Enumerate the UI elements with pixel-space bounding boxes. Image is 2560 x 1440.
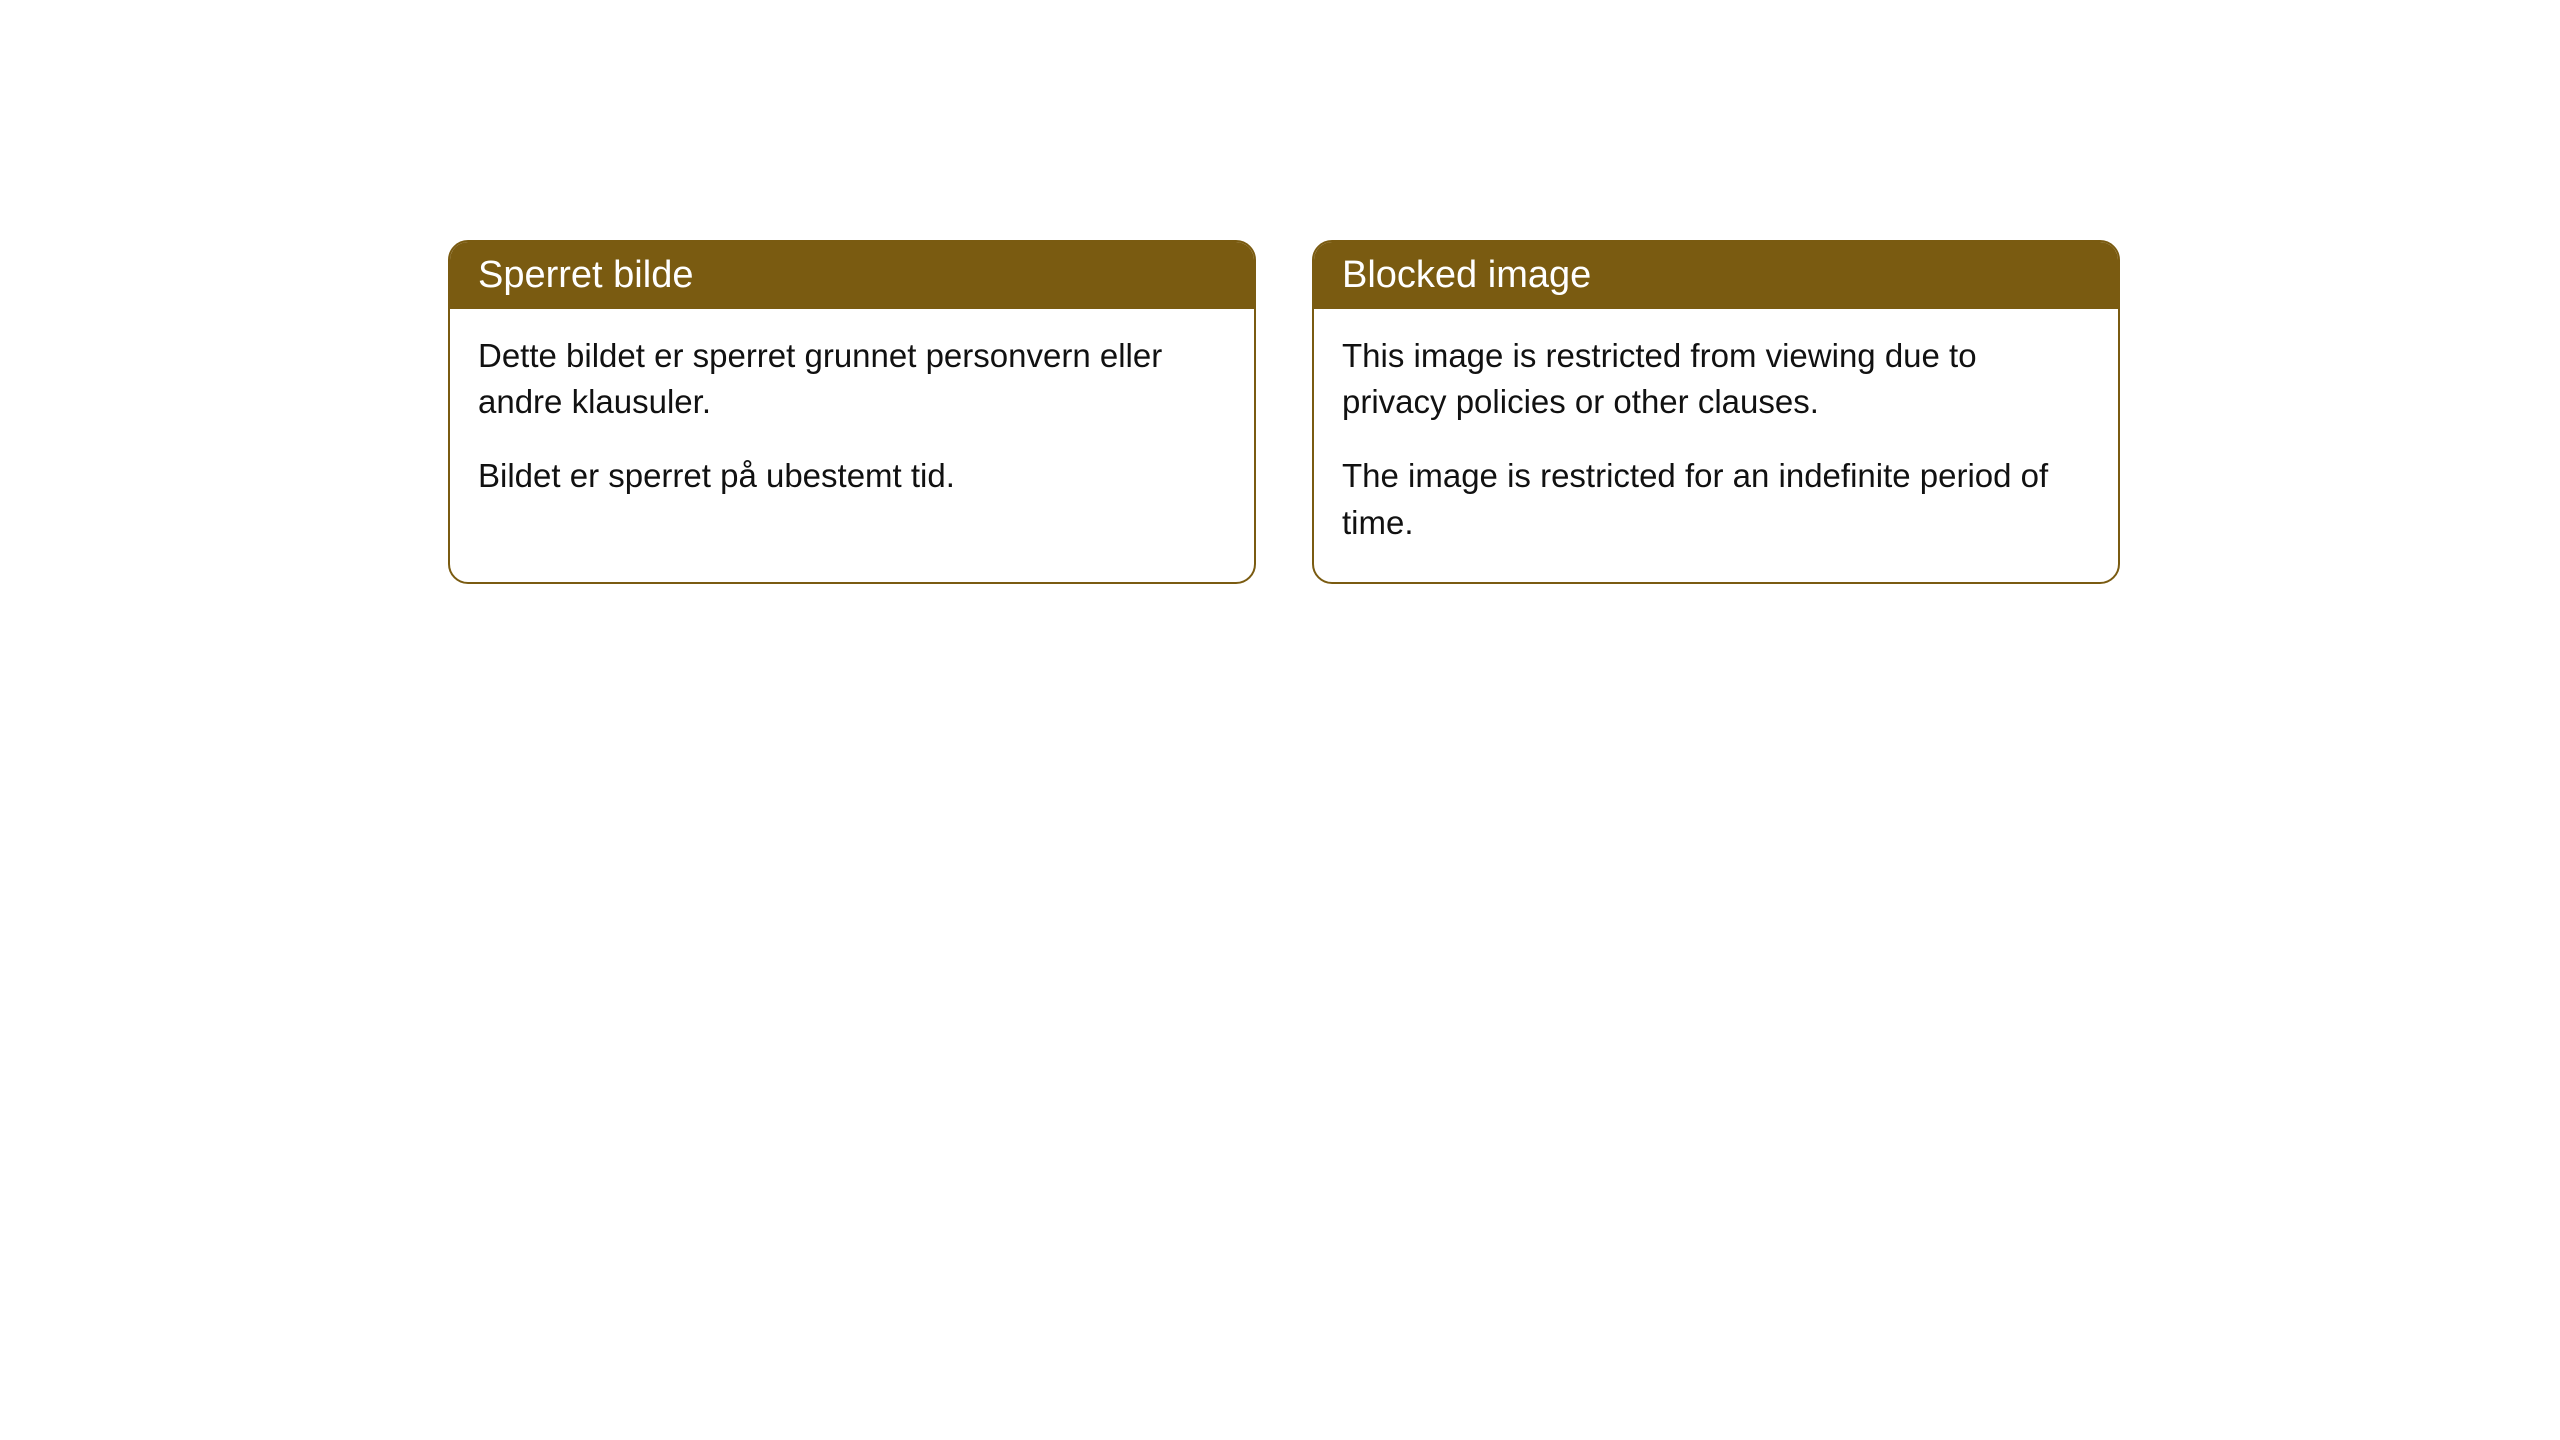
- blocked-image-card-no: Sperret bilde Dette bildet er sperret gr…: [448, 240, 1256, 584]
- card-title-no: Sperret bilde: [450, 242, 1254, 309]
- blocked-image-card-en: Blocked image This image is restricted f…: [1312, 240, 2120, 584]
- card-body-no: Dette bildet er sperret grunnet personve…: [450, 309, 1254, 536]
- card-body-en: This image is restricted from viewing du…: [1314, 309, 2118, 582]
- card-text-en-2: The image is restricted for an indefinit…: [1342, 453, 2090, 545]
- card-text-no-1: Dette bildet er sperret grunnet personve…: [478, 333, 1226, 425]
- card-text-en-1: This image is restricted from viewing du…: [1342, 333, 2090, 425]
- card-title-en: Blocked image: [1314, 242, 2118, 309]
- notice-container: Sperret bilde Dette bildet er sperret gr…: [448, 240, 2120, 584]
- card-text-no-2: Bildet er sperret på ubestemt tid.: [478, 453, 1226, 499]
